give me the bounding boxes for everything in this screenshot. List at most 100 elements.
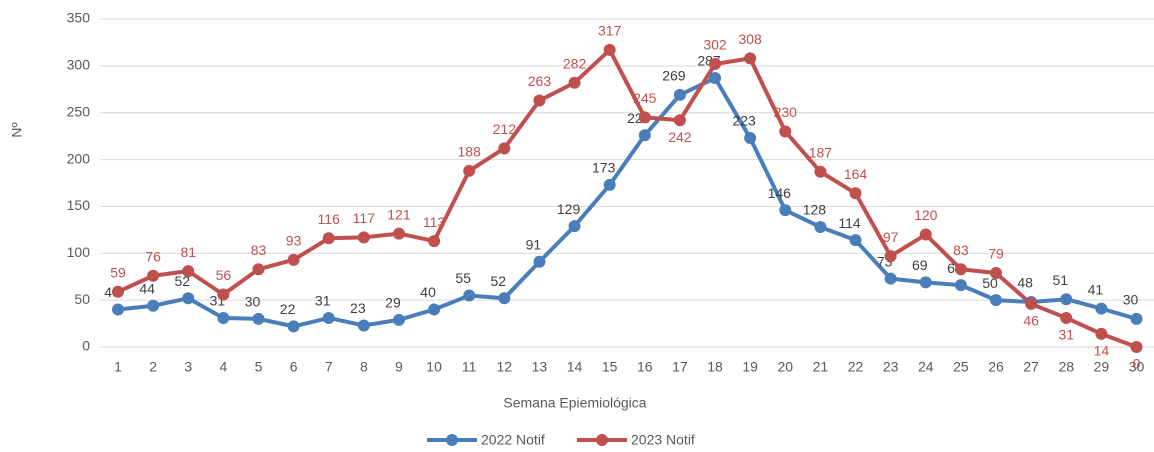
- data-point: [252, 263, 265, 276]
- data-label: 242: [668, 129, 692, 145]
- data-point: [357, 231, 370, 244]
- data-label: 97: [883, 229, 899, 245]
- data-point: [1060, 311, 1073, 324]
- data-label: 146: [768, 185, 792, 201]
- data-point: [112, 303, 124, 316]
- data-point: [673, 88, 686, 101]
- legend-label: 2023 Notif: [631, 432, 695, 448]
- data-label: 212: [493, 121, 517, 137]
- x-tick-label: 12: [497, 359, 513, 375]
- x-tick-label: 22: [848, 359, 864, 375]
- data-point: [147, 299, 160, 312]
- data-label: 44: [139, 280, 155, 296]
- data-label: 302: [703, 37, 727, 53]
- data-point: [463, 289, 476, 302]
- data-point: [1130, 312, 1143, 325]
- data-point: [463, 164, 476, 177]
- data-label: 31: [315, 293, 331, 309]
- data-point: [990, 294, 1002, 307]
- data-point: [217, 311, 230, 324]
- data-label: 14: [1094, 343, 1110, 359]
- data-point: [954, 279, 967, 292]
- data-label: 50: [982, 275, 998, 291]
- data-label: 164: [844, 166, 868, 182]
- data-label: 121: [387, 206, 411, 222]
- data-point: [709, 72, 722, 85]
- data-point: [814, 221, 827, 234]
- y-tick-label: 250: [67, 103, 91, 119]
- data-point: [392, 313, 405, 326]
- x-tick-label: 30: [1129, 359, 1145, 375]
- data-point: [954, 263, 967, 276]
- data-point: [498, 292, 511, 305]
- legend-marker: [596, 434, 608, 446]
- x-tick-label: 16: [637, 359, 653, 375]
- y-tick-label: 350: [67, 10, 91, 26]
- data-point: [182, 292, 195, 305]
- data-label: 83: [953, 242, 969, 258]
- y-tick-label: 100: [67, 244, 91, 260]
- x-tick-label: 2: [149, 359, 157, 375]
- data-label: 120: [914, 207, 938, 223]
- data-point: [498, 142, 511, 155]
- y-tick-label: 150: [67, 197, 91, 213]
- data-label: 129: [557, 201, 581, 217]
- series-line: [117, 47, 1138, 349]
- data-point: [849, 187, 862, 200]
- x-tick-label: 15: [602, 359, 618, 375]
- data-point: [322, 232, 335, 245]
- data-point: [287, 320, 300, 333]
- x-tick-label: 9: [395, 359, 403, 375]
- data-point: [533, 94, 546, 107]
- data-point: [1025, 297, 1038, 310]
- data-point: [638, 129, 651, 142]
- data-point: [884, 272, 897, 285]
- data-label: 113: [423, 214, 446, 230]
- data-point: [673, 114, 686, 127]
- data-label: 117: [353, 210, 376, 226]
- x-tick-label: 28: [1058, 359, 1074, 375]
- data-point: [533, 255, 546, 268]
- x-tick-label: 6: [290, 359, 298, 375]
- data-label: 31: [1058, 327, 1074, 343]
- data-point: [1060, 293, 1073, 306]
- data-label: 114: [838, 215, 861, 231]
- data-label: 46: [1023, 313, 1039, 329]
- data-label: 76: [145, 248, 161, 264]
- data-label: 30: [1123, 292, 1139, 308]
- data-label: 56: [216, 267, 232, 283]
- x-tick-label: 10: [426, 359, 442, 375]
- data-label: 51: [1052, 272, 1068, 288]
- data-label: 41: [1088, 281, 1104, 297]
- data-point: [744, 52, 757, 65]
- data-label: 317: [598, 23, 622, 39]
- y-tick-label: 300: [67, 57, 91, 73]
- data-label: 69: [912, 257, 928, 273]
- x-axis-label: Semana Epiemiológica: [503, 395, 646, 411]
- x-tick-label: 24: [918, 359, 934, 375]
- data-point: [990, 266, 1002, 279]
- data-label: 263: [528, 73, 552, 89]
- data-label: 48: [1017, 275, 1033, 291]
- data-label: 128: [803, 202, 827, 218]
- data-label: 282: [563, 55, 587, 71]
- data-label: 223: [732, 113, 756, 129]
- x-tick-label: 11: [462, 359, 477, 375]
- data-point: [849, 234, 862, 247]
- data-label: 91: [526, 236, 542, 252]
- data-point: [568, 76, 581, 89]
- x-tick-label: 1: [114, 359, 122, 375]
- data-label: 59: [110, 264, 126, 280]
- data-label: 40: [420, 284, 436, 300]
- x-tick-label: 23: [883, 359, 899, 375]
- data-point: [428, 303, 441, 316]
- data-point: [112, 285, 124, 298]
- data-label: 52: [491, 273, 507, 289]
- data-point: [603, 178, 616, 191]
- data-point: [709, 57, 722, 70]
- x-tick-label: 26: [988, 359, 1004, 375]
- data-label: 93: [286, 233, 302, 249]
- x-tick-label: 17: [672, 359, 688, 375]
- data-point: [638, 111, 651, 124]
